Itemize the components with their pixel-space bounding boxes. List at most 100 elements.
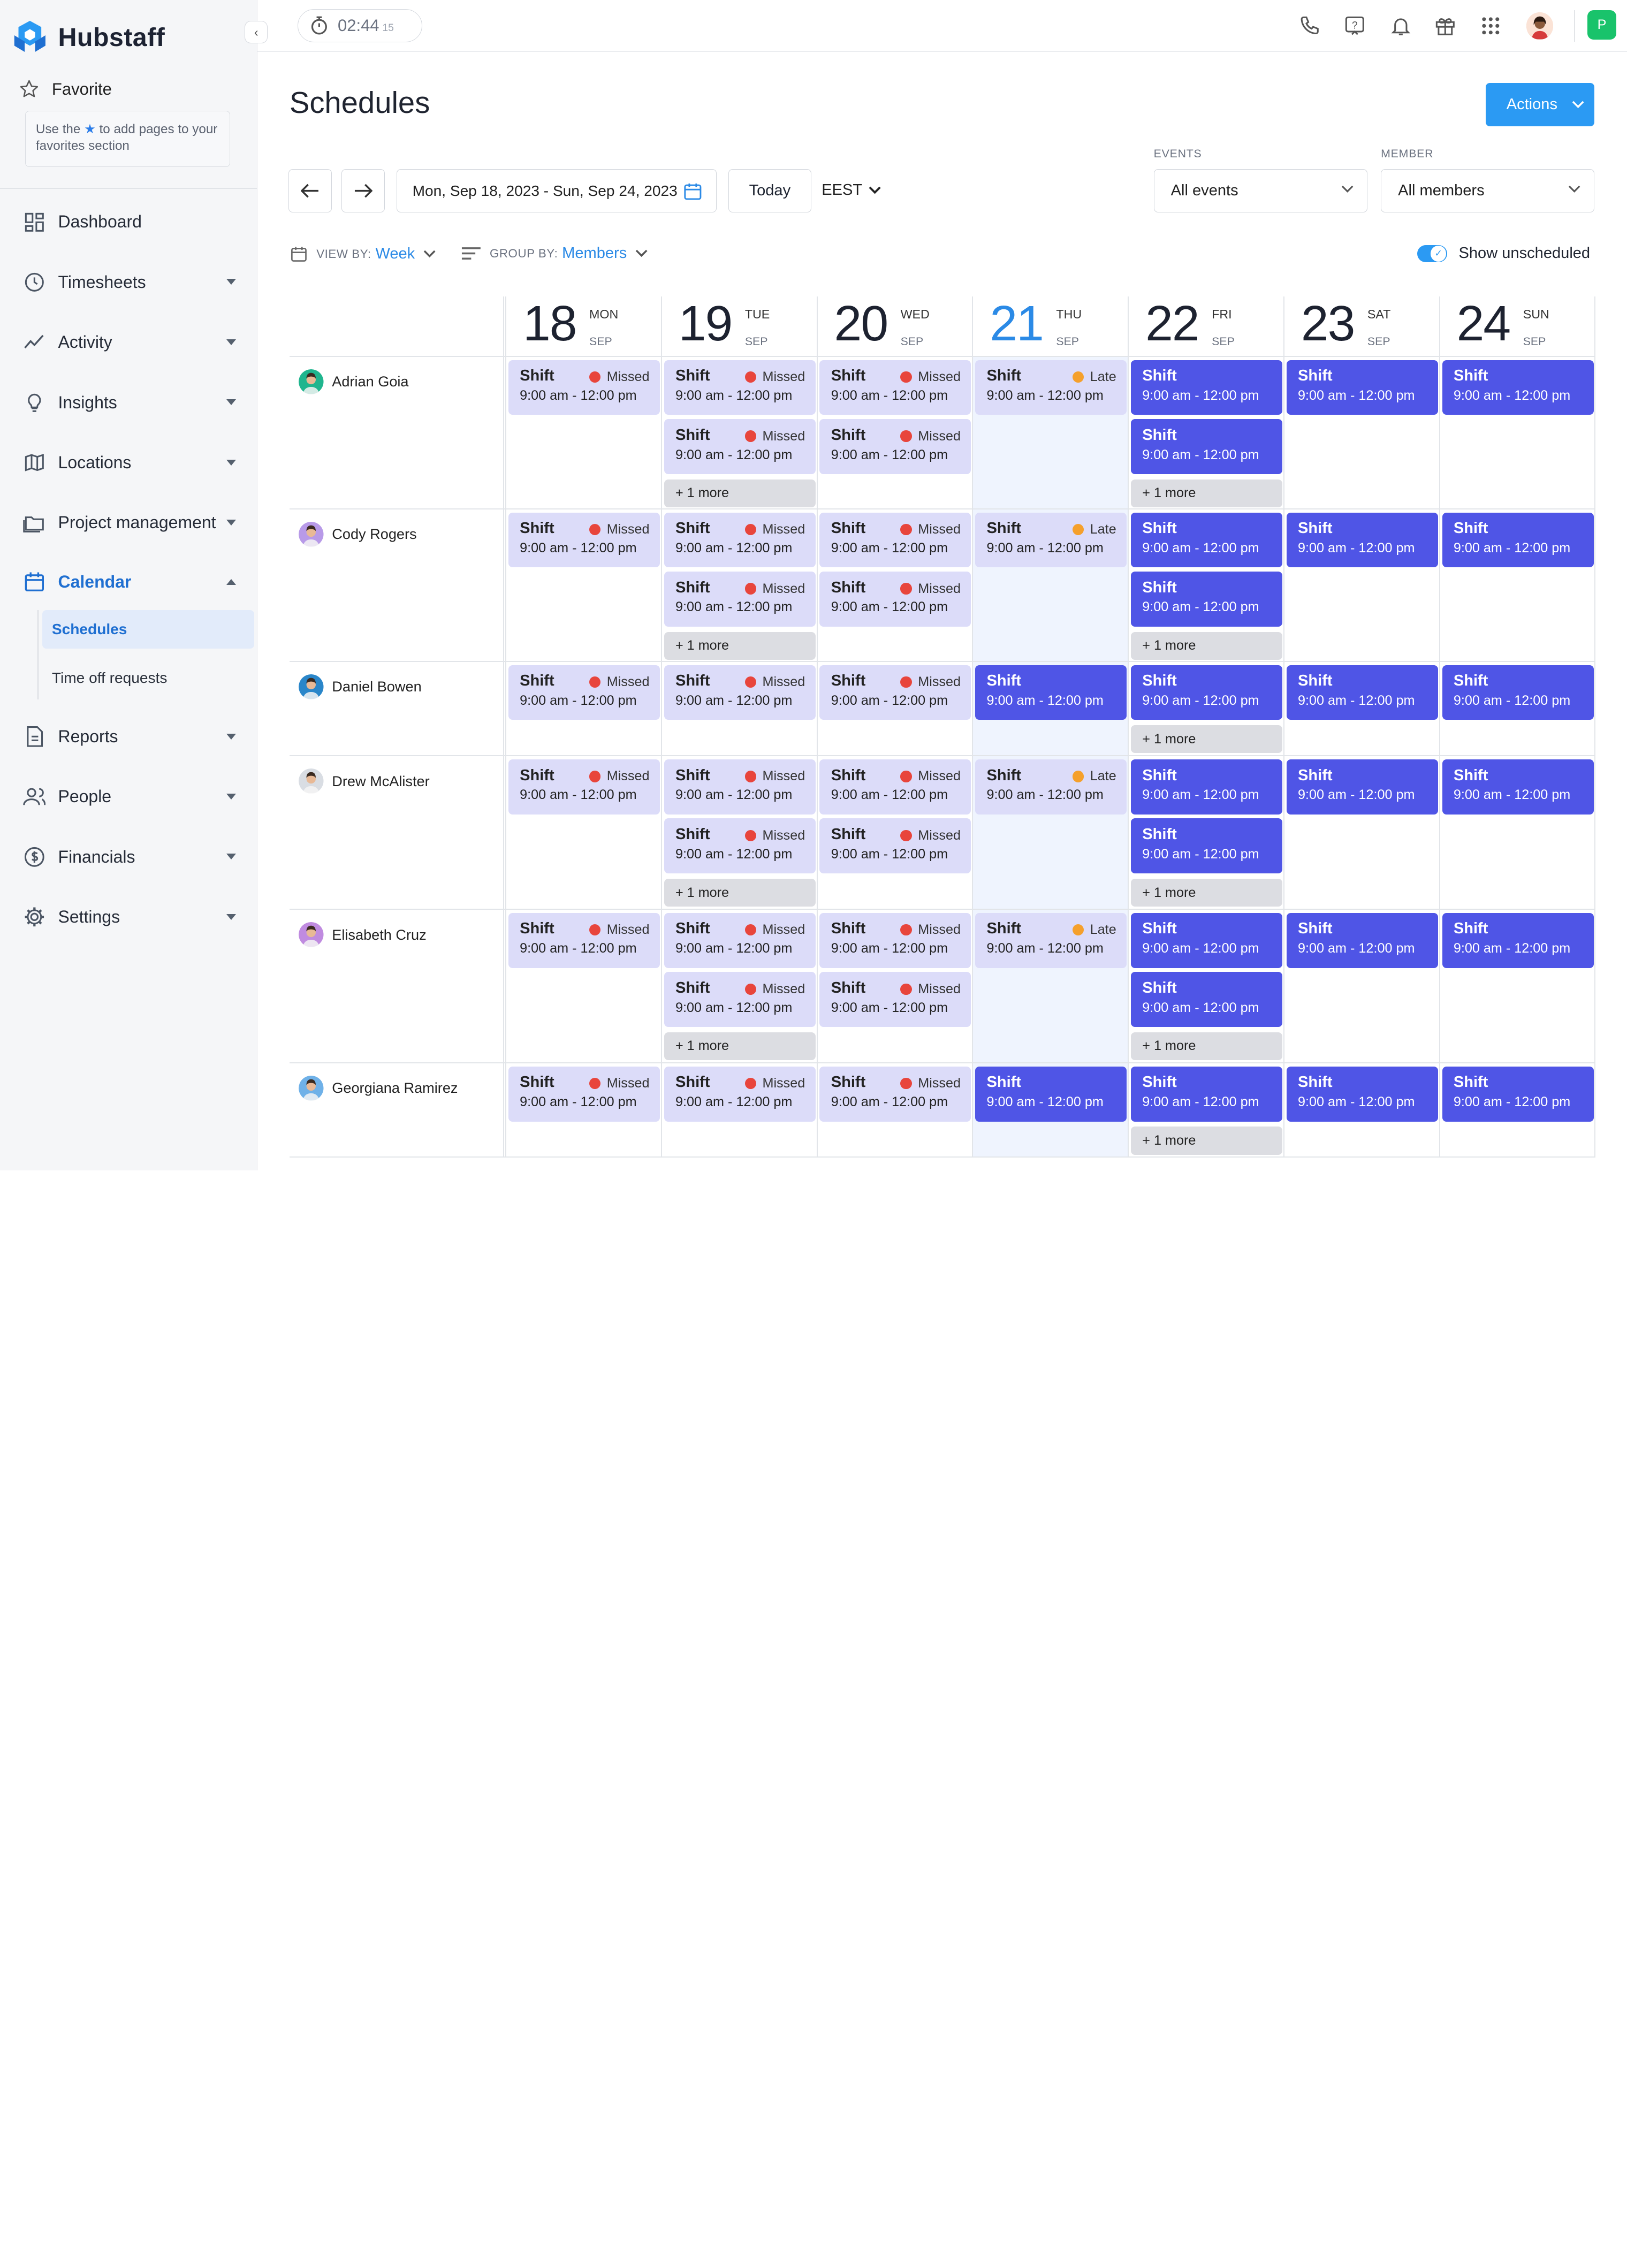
shift-card[interactable]: Shift 9:00 am - 12:00 pm Missed xyxy=(819,665,971,720)
sidebar-item-financials[interactable]: Financials xyxy=(0,834,257,880)
shift-card[interactable]: Shift 9:00 am - 12:00 pm xyxy=(1130,419,1282,474)
shift-card[interactable]: Shift 9:00 am - 12:00 pm xyxy=(1130,912,1282,968)
shift-card[interactable]: Shift 9:00 am - 12:00 pm xyxy=(975,1066,1127,1122)
more-shifts-button[interactable]: + 1 more xyxy=(1130,725,1282,754)
more-shifts-button[interactable]: + 1 more xyxy=(1130,1032,1282,1061)
shift-card[interactable]: Shift 9:00 am - 12:00 pm xyxy=(1130,972,1282,1028)
shift-card[interactable]: Shift 9:00 am - 12:00 pm xyxy=(1130,759,1282,815)
shift-card[interactable]: Shift 9:00 am - 12:00 pm Missed xyxy=(819,419,971,474)
shift-card[interactable]: Shift 9:00 am - 12:00 pm Missed xyxy=(664,665,816,720)
caret-down-icon[interactable] xyxy=(226,279,236,285)
sidebar-item-insights[interactable]: Insights xyxy=(0,379,257,425)
shift-card[interactable]: Shift 9:00 am - 12:00 pm Missed xyxy=(819,360,971,415)
caret-down-icon[interactable] xyxy=(226,733,236,740)
more-shifts-button[interactable]: + 1 more xyxy=(1130,878,1282,907)
shift-card[interactable]: Shift 9:00 am - 12:00 pm Late xyxy=(975,759,1127,815)
group-by-select[interactable]: GROUP BY: Members xyxy=(461,245,648,262)
shift-card[interactable]: Shift 9:00 am - 12:00 pm Missed xyxy=(664,360,816,415)
shift-card[interactable]: Shift 9:00 am - 12:00 pm Missed xyxy=(664,572,816,627)
shift-card[interactable]: Shift 9:00 am - 12:00 pm Missed xyxy=(664,912,816,968)
shift-card[interactable]: Shift 9:00 am - 12:00 pm xyxy=(1130,665,1282,720)
collapse-sidebar-button[interactable]: ‹ xyxy=(245,20,268,44)
shift-card[interactable]: Shift 9:00 am - 12:00 pm Missed xyxy=(819,912,971,968)
shift-card[interactable]: Shift 9:00 am - 12:00 pm xyxy=(1442,360,1594,415)
caret-down-icon[interactable] xyxy=(226,399,236,405)
shift-card[interactable]: Shift 9:00 am - 12:00 pm xyxy=(975,665,1127,720)
shift-card[interactable]: Shift 9:00 am - 12:00 pm Missed xyxy=(819,759,971,815)
shift-card[interactable]: Shift 9:00 am - 12:00 pm xyxy=(1130,818,1282,874)
timezone-select[interactable]: EEST xyxy=(822,181,881,199)
shift-card[interactable]: Shift 9:00 am - 12:00 pm Missed xyxy=(819,512,971,568)
caret-down-icon[interactable] xyxy=(226,793,236,800)
shift-card[interactable]: Shift 9:00 am - 12:00 pm xyxy=(1442,759,1594,815)
organization-badge[interactable]: P xyxy=(1587,10,1617,40)
bell-icon[interactable] xyxy=(1389,14,1412,37)
shift-card[interactable]: Shift 9:00 am - 12:00 pm Missed xyxy=(819,972,971,1028)
shift-card[interactable]: Shift 9:00 am - 12:00 pm Missed xyxy=(664,759,816,815)
caret-down-icon[interactable] xyxy=(226,459,236,466)
shift-card[interactable]: Shift 9:00 am - 12:00 pm Late xyxy=(975,360,1127,415)
gift-icon[interactable] xyxy=(1434,14,1457,37)
shift-card[interactable]: Shift 9:00 am - 12:00 pm Missed xyxy=(508,912,660,968)
member-row-header[interactable]: Daniel Bowen xyxy=(299,674,422,699)
caret-down-icon[interactable] xyxy=(226,914,236,920)
more-shifts-button[interactable]: + 1 more xyxy=(1130,479,1282,507)
member-filter-select[interactable]: All members xyxy=(1381,169,1595,213)
toggle-switch[interactable]: ✓ xyxy=(1417,245,1448,263)
shift-card[interactable]: Shift 9:00 am - 12:00 pm xyxy=(1130,572,1282,627)
shift-card[interactable]: Shift 9:00 am - 12:00 pm xyxy=(1442,1066,1594,1122)
shift-card[interactable]: Shift 9:00 am - 12:00 pm xyxy=(1130,1066,1282,1122)
hubstaff-logo[interactable]: Hubstaff xyxy=(10,19,165,56)
shift-card[interactable]: Shift 9:00 am - 12:00 pm Missed xyxy=(508,1066,660,1122)
shift-card[interactable]: Shift 9:00 am - 12:00 pm xyxy=(1130,360,1282,415)
shift-card[interactable]: Shift 9:00 am - 12:00 pm xyxy=(1286,665,1438,720)
member-row-header[interactable]: Georgiana Ramirez xyxy=(299,1076,458,1101)
today-button[interactable]: Today xyxy=(728,169,811,213)
caret-up-icon[interactable] xyxy=(226,579,236,585)
date-range-picker[interactable]: Mon, Sep 18, 2023 - Sun, Sep 24, 2023 xyxy=(396,169,717,213)
shift-card[interactable]: Shift 9:00 am - 12:00 pm xyxy=(1286,512,1438,568)
previous-week-button[interactable] xyxy=(288,169,332,213)
shift-card[interactable]: Shift 9:00 am - 12:00 pm xyxy=(1286,1066,1438,1122)
shift-card[interactable]: Shift 9:00 am - 12:00 pm Missed xyxy=(819,572,971,627)
shift-card[interactable]: Shift 9:00 am - 12:00 pm Late xyxy=(975,912,1127,968)
more-shifts-button[interactable]: + 1 more xyxy=(1130,1127,1282,1155)
sidebar-subitem-time-off-requests[interactable]: Time off requests xyxy=(51,669,168,686)
shift-card[interactable]: Shift 9:00 am - 12:00 pm xyxy=(1442,912,1594,968)
shift-card[interactable]: Shift 9:00 am - 12:00 pm Missed xyxy=(508,512,660,568)
sidebar-item-settings[interactable]: Settings xyxy=(0,894,257,940)
member-row-header[interactable]: Elisabeth Cruz xyxy=(299,922,427,947)
more-shifts-button[interactable]: + 1 more xyxy=(664,479,816,507)
more-shifts-button[interactable]: + 1 more xyxy=(664,878,816,907)
shift-card[interactable]: Shift 9:00 am - 12:00 pm Late xyxy=(975,512,1127,568)
show-unscheduled-toggle[interactable]: ✓ Show unscheduled xyxy=(1417,245,1590,263)
sidebar-item-project-management[interactable]: Project management xyxy=(0,500,257,545)
help-icon[interactable]: ? xyxy=(1343,14,1366,37)
actions-button[interactable]: Actions xyxy=(1485,83,1595,127)
sidebar-subitem-schedules[interactable]: Schedules xyxy=(42,610,254,649)
caret-down-icon[interactable] xyxy=(226,854,236,859)
favorite-section[interactable]: Favorite xyxy=(19,79,112,100)
sidebar-item-people[interactable]: People xyxy=(0,774,257,819)
shift-card[interactable]: Shift 9:00 am - 12:00 pm Missed xyxy=(819,818,971,874)
shift-card[interactable]: Shift 9:00 am - 12:00 pm xyxy=(1286,360,1438,415)
next-week-button[interactable] xyxy=(341,169,385,213)
shift-card[interactable]: Shift 9:00 am - 12:00 pm Missed xyxy=(664,818,816,874)
member-row-header[interactable]: Cody Rogers xyxy=(299,522,417,547)
sidebar-item-locations[interactable]: Locations xyxy=(0,440,257,485)
shift-card[interactable]: Shift 9:00 am - 12:00 pm xyxy=(1442,665,1594,720)
more-shifts-button[interactable]: + 1 more xyxy=(664,1032,816,1061)
sidebar-item-timesheets[interactable]: Timesheets xyxy=(0,260,257,305)
shift-card[interactable]: Shift 9:00 am - 12:00 pm Missed xyxy=(664,972,816,1028)
more-shifts-button[interactable]: + 1 more xyxy=(664,631,816,660)
timer-widget[interactable]: 02:44 15 xyxy=(298,9,422,43)
view-by-select[interactable]: VIEW BY: Week xyxy=(290,245,436,263)
shift-card[interactable]: Shift 9:00 am - 12:00 pm Missed xyxy=(508,360,660,415)
shift-card[interactable]: Shift 9:00 am - 12:00 pm Missed xyxy=(664,419,816,474)
sidebar-item-dashboard[interactable]: Dashboard xyxy=(0,199,257,245)
sidebar-item-activity[interactable]: Activity xyxy=(0,319,257,365)
shift-card[interactable]: Shift 9:00 am - 12:00 pm xyxy=(1442,512,1594,568)
user-avatar[interactable] xyxy=(1526,12,1553,40)
member-row-header[interactable]: Drew McAlister xyxy=(299,768,430,794)
events-filter-select[interactable]: All events xyxy=(1153,169,1367,213)
